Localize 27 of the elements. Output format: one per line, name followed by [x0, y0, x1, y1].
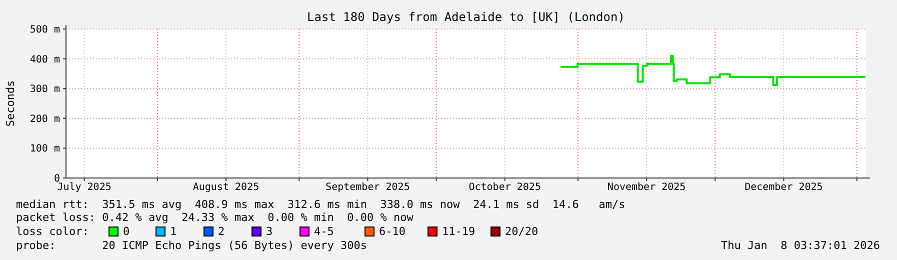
y-axis-title: Seconds [4, 80, 17, 127]
x-tick-label: August 2025 [192, 182, 260, 193]
y-tick-label: 200 m [30, 114, 60, 125]
x-tick-label: July 2025 [57, 182, 112, 193]
text: loss color: [16, 225, 89, 238]
text: Thu Jan 8 03:37:01 2026 [721, 239, 880, 252]
x-tick-label: December 2025 [744, 182, 823, 193]
text: 3 [266, 225, 273, 238]
x-tick-label: November 2025 [607, 182, 686, 193]
y-tick-label: 400 m [30, 54, 60, 66]
text: 4-5 [314, 225, 334, 238]
x-tick-label: October 2025 [468, 182, 541, 193]
text: 2 [218, 225, 225, 238]
text: median rtt: 351.5 ms avg 408.9 ms max 312.6 ms min 338.0 ms now 24.1 ms sd 14.6 am/s [16, 198, 626, 211]
text: 0 [123, 225, 130, 238]
chart-title: Last 180 Days from Adelaide to [UK] (London) [307, 10, 625, 24]
y-tick-label: 0 [54, 174, 60, 184]
text: 20/20 [505, 225, 538, 238]
text: probe: 20 ICMP Echo Pings (56 Bytes) every 300s [16, 239, 367, 252]
x-tick-label: September 2025 [326, 182, 410, 193]
text: 1 [170, 225, 177, 238]
y-tick-label: 300 m [30, 84, 60, 96]
text: 11-19 [442, 225, 476, 238]
text: packet loss: 0.42 % avg 24.33 % max 0.00 % min 0.00 % now [16, 211, 414, 224]
text: 6-10 [379, 225, 406, 238]
y-tick-label: 500 m [30, 24, 60, 36]
y-tick-label: 100 m [30, 144, 60, 155]
